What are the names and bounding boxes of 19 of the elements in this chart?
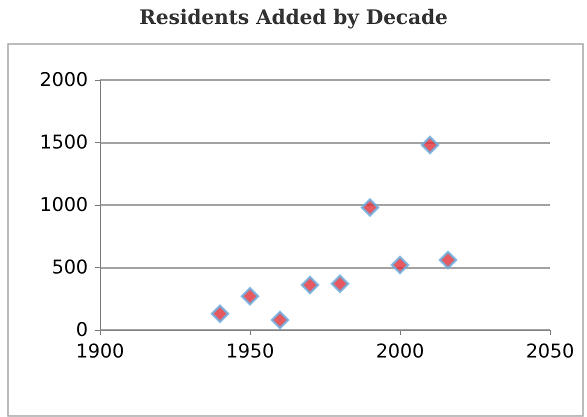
point: [210, 304, 230, 323]
x-tick-label: 2050: [526, 340, 574, 362]
point: [390, 256, 410, 274]
point: [270, 310, 290, 330]
y-tick-label: 0: [76, 319, 88, 341]
point: [420, 136, 440, 154]
point: [330, 274, 350, 293]
y-tick-label: 1500: [40, 132, 88, 154]
point: [438, 250, 458, 270]
x-tick-label: 1900: [76, 340, 124, 362]
y-tick-label: 1000: [40, 194, 88, 216]
y-tick-label: 2000: [40, 69, 88, 91]
point: [300, 276, 320, 294]
point: [240, 287, 260, 306]
x-tick-label: 1950: [226, 340, 274, 362]
y-tick-label: 500: [52, 256, 88, 278]
chart-title: Residents Added by Decade: [139, 5, 448, 29]
x-tick-label: 2000: [376, 340, 424, 362]
point: [360, 198, 380, 217]
